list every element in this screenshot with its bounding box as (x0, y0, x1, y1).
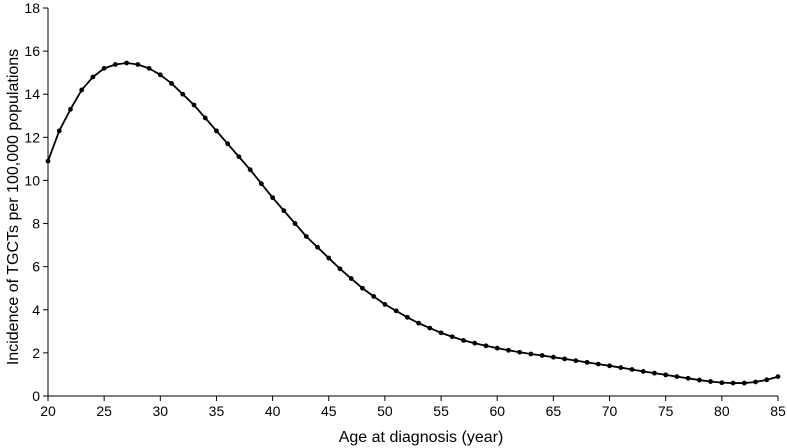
y-tick-label: 14 (24, 86, 40, 102)
data-point (685, 375, 691, 381)
data-point (303, 234, 309, 239)
x-tick-label: 45 (321, 403, 337, 419)
y-tick-label: 0 (32, 388, 40, 404)
data-point (371, 294, 377, 299)
data-point (741, 380, 747, 386)
data-point (112, 62, 118, 67)
data-point (270, 195, 276, 201)
series-layer (45, 60, 781, 386)
x-tick-label: 35 (209, 403, 225, 419)
data-point (539, 353, 545, 358)
data-point (360, 285, 365, 291)
data-point (202, 115, 208, 121)
x-tick-label: 25 (96, 403, 112, 419)
data-point (326, 255, 332, 261)
data-point (146, 65, 152, 71)
x-tick-label: 55 (433, 403, 449, 419)
x-tick-label: 20 (40, 403, 56, 419)
data-point (573, 358, 579, 364)
data-point (618, 365, 624, 370)
axes (47, 8, 778, 397)
data-point (101, 65, 107, 71)
data-point (674, 374, 680, 379)
data-point (730, 380, 736, 386)
y-tick-label: 16 (24, 43, 40, 59)
data-point (663, 372, 669, 378)
data-point (315, 244, 320, 250)
data-point (427, 325, 433, 331)
data-point (416, 320, 422, 326)
x-tick-label: 65 (546, 403, 562, 419)
data-point (506, 347, 511, 353)
data-point (696, 377, 702, 383)
data-point (764, 377, 770, 383)
data-point (708, 379, 714, 384)
data-point (236, 154, 242, 160)
series-line (47, 62, 779, 384)
y-tick-label: 6 (32, 259, 40, 275)
data-point (68, 106, 73, 112)
y-tick-label: 4 (32, 302, 40, 318)
data-point (652, 370, 657, 376)
data-point (449, 334, 455, 340)
x-tick-label: 80 (714, 403, 730, 419)
data-point (90, 74, 96, 80)
data-point (629, 367, 635, 372)
data-point (775, 374, 781, 379)
data-point (607, 363, 612, 369)
data-point (640, 369, 646, 374)
data-point (135, 62, 141, 67)
data-point (528, 351, 534, 357)
data-point (124, 60, 130, 66)
data-point (393, 308, 399, 314)
data-point (292, 221, 298, 226)
data-point (461, 337, 466, 343)
data-point (56, 128, 62, 134)
data-point (258, 181, 264, 187)
data-point (191, 102, 197, 108)
data-point (382, 301, 388, 307)
data-point (483, 343, 489, 349)
data-point (214, 128, 219, 134)
data-point (550, 354, 556, 360)
data-point (404, 314, 410, 320)
data-point (348, 276, 354, 281)
y-tick-label: 2 (32, 345, 40, 361)
data-point (595, 361, 601, 367)
x-tick-label: 30 (153, 403, 169, 419)
x-tick-label: 70 (602, 403, 618, 419)
data-point (562, 356, 568, 362)
data-point (79, 87, 85, 93)
x-tick-label: 75 (658, 403, 674, 419)
y-tick-label: 18 (24, 0, 40, 16)
data-point (247, 167, 253, 173)
data-point (438, 330, 444, 336)
x-tick-label: 85 (770, 403, 786, 419)
data-point (281, 208, 287, 214)
x-axis-label: Age at diagnosis (year) (339, 429, 504, 446)
data-point (517, 349, 523, 355)
data-point (472, 340, 478, 346)
y-tick-label: 8 (32, 216, 40, 232)
data-point (225, 141, 231, 147)
data-point (45, 158, 51, 164)
data-point (719, 380, 725, 386)
y-axis-ticks: 0 2 4 6 8 10 12 14 16 18 (24, 0, 48, 404)
data-point (753, 379, 758, 385)
x-tick-label: 40 (265, 403, 281, 419)
x-tick-label: 60 (489, 403, 505, 419)
x-tick-label: 50 (377, 403, 393, 419)
data-point (584, 359, 590, 365)
x-axis-ticks: 20 25 30 35 40 45 50 55 60 65 70 75 80 85 (40, 396, 786, 419)
data-point (157, 72, 163, 78)
data-point (180, 91, 186, 97)
data-point (169, 81, 174, 86)
y-axis-label: Incidence of TGCTs per 100,000 populatio… (5, 49, 22, 365)
data-point (494, 345, 500, 351)
y-tick-label: 10 (24, 172, 40, 188)
data-point (337, 266, 343, 272)
y-tick-label: 12 (24, 129, 40, 145)
